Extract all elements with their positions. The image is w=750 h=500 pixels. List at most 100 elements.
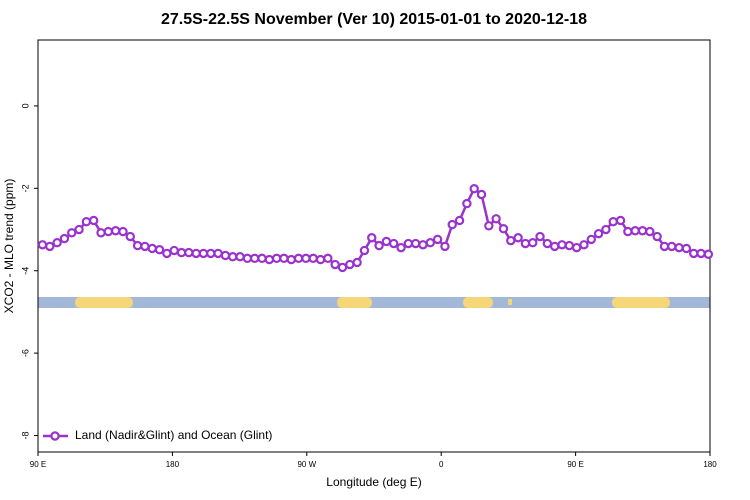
data-point [37, 240, 48, 250]
data-point [549, 241, 560, 252]
data-point [213, 248, 223, 259]
data-point [198, 248, 209, 259]
data-point [674, 242, 684, 253]
data-point [110, 226, 121, 236]
data-point [542, 238, 553, 249]
data-point [645, 226, 655, 237]
data-point [513, 233, 523, 243]
data-point [337, 262, 348, 273]
y-axis-label: XCO2 - MLO trend (ppm) [2, 179, 16, 314]
data-point [571, 242, 582, 253]
data-point [418, 240, 428, 250]
legend-marker [50, 431, 60, 441]
data-point [689, 248, 699, 259]
data-point [176, 247, 187, 258]
data-point [440, 241, 450, 252]
data-point [315, 254, 326, 265]
data-point [367, 233, 377, 243]
y-tick-label: -2 [20, 184, 30, 192]
data-point [132, 240, 143, 251]
data-point [630, 226, 640, 236]
data-point [162, 248, 172, 259]
data-point [389, 238, 399, 249]
data-point [520, 238, 531, 249]
data-point [271, 253, 282, 264]
data-point [623, 226, 633, 237]
data-point [81, 216, 92, 227]
data-point [125, 231, 135, 242]
x-tick-label: 0 [439, 460, 444, 469]
data-point [264, 254, 275, 265]
data-point [681, 243, 692, 254]
data-point [476, 189, 487, 200]
x-axis-label: Longitude (deg E) [326, 475, 421, 489]
data-point [593, 228, 604, 239]
data-point [140, 241, 150, 252]
data-point [352, 257, 362, 268]
data-point [147, 243, 157, 254]
data-point [286, 254, 296, 265]
data-point [52, 238, 62, 248]
chart-title: 27.5S-22.5S November (Ver 10) 2015-01-01… [161, 11, 587, 28]
data-point [615, 215, 626, 226]
data-point [242, 253, 253, 264]
data-point [484, 221, 494, 231]
data-point [67, 228, 77, 238]
data-point [359, 245, 370, 256]
data-point [659, 241, 670, 252]
legend-label: Land (Nadir&Glint) and Ocean (Glint) [75, 428, 272, 442]
data-point [469, 184, 479, 194]
data-point [330, 259, 340, 270]
data-point [89, 215, 99, 226]
data-point [249, 253, 260, 264]
land-band [508, 299, 512, 305]
data-point [96, 228, 106, 238]
y-tick-label: -6 [20, 349, 30, 357]
data-point [45, 241, 55, 252]
data-point [345, 259, 355, 270]
data-point [169, 245, 179, 256]
data-point [206, 248, 216, 259]
data-point [425, 238, 435, 248]
data-point [601, 224, 611, 235]
x-tick-label: 180 [703, 460, 717, 469]
data-point [637, 226, 648, 236]
data-point [103, 226, 114, 237]
data-point [535, 231, 545, 242]
data-point [403, 238, 414, 249]
land-ocean-bar [38, 297, 710, 308]
data-point [191, 248, 201, 259]
data-point [528, 238, 538, 248]
data-point [454, 215, 465, 226]
data-point [703, 249, 714, 259]
x-tick-label: 90 E [30, 460, 46, 469]
y-tick-label: -4 [20, 267, 30, 275]
data-point [74, 224, 84, 235]
data-point [118, 226, 128, 237]
data-point [184, 247, 194, 258]
data-point [410, 238, 421, 249]
y-tick-label: 0 [20, 103, 30, 108]
data-point [564, 240, 575, 251]
data-point [154, 245, 165, 255]
data-point [257, 253, 267, 264]
data-point [220, 250, 231, 261]
data-point [491, 214, 501, 224]
data-point [608, 216, 618, 227]
land-band [612, 297, 670, 308]
x-tick-label: 90 E [567, 460, 583, 469]
data-point [579, 240, 589, 250]
data-point [586, 234, 596, 245]
data-point [667, 241, 677, 252]
data-point [432, 234, 443, 245]
ocean-band [38, 297, 710, 308]
data-point [506, 235, 516, 246]
data-point [462, 198, 472, 209]
land-band [75, 297, 133, 308]
data-point [293, 253, 304, 264]
y-tick-label: -8 [20, 432, 30, 440]
data-point [235, 252, 245, 262]
land-band [463, 297, 493, 308]
data-point [374, 240, 384, 251]
